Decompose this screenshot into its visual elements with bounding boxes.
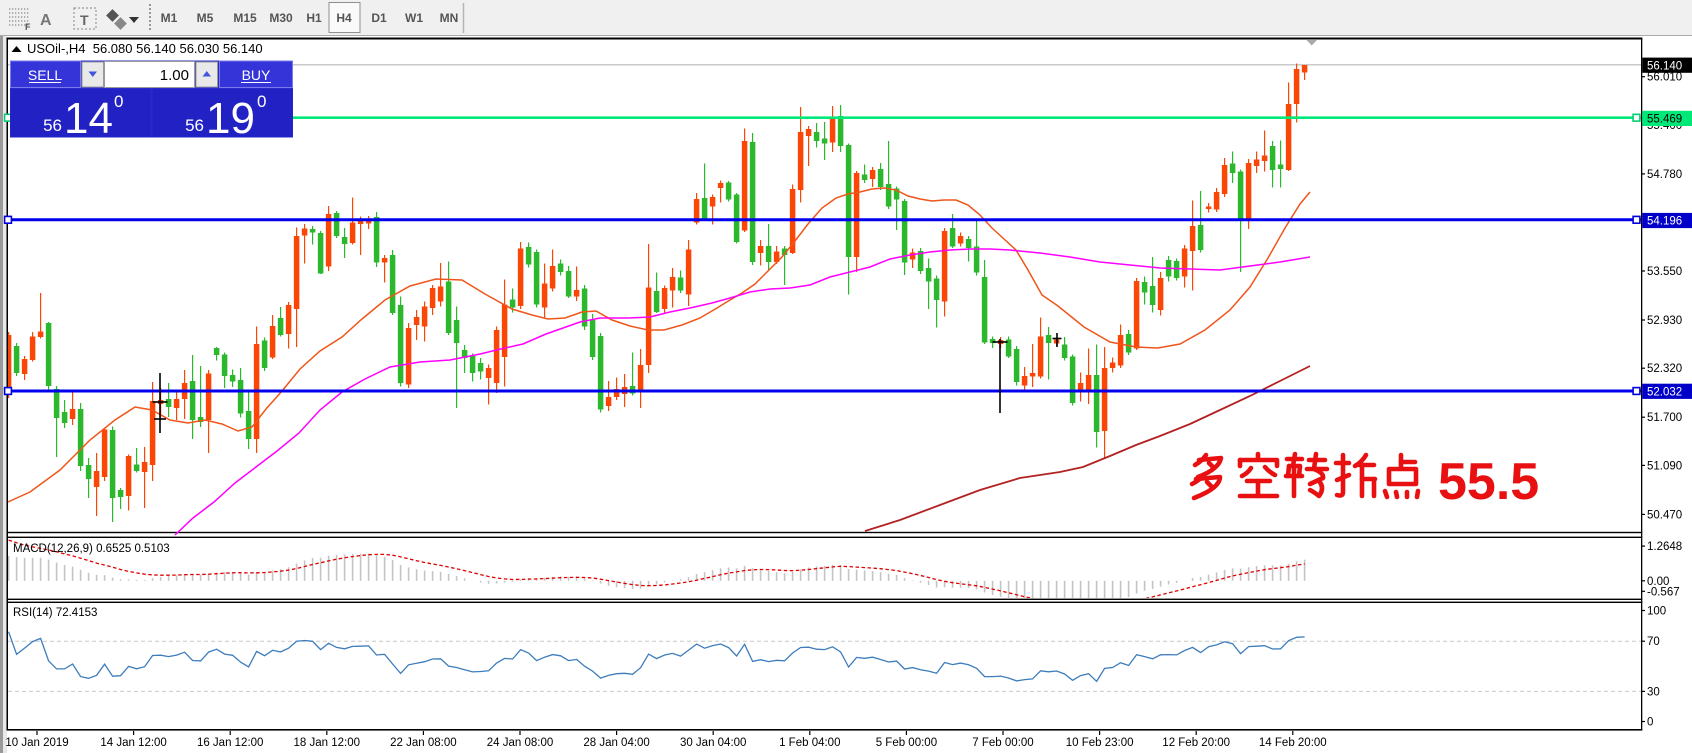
svg-text:M5: M5 [197, 11, 214, 25]
svg-text:0: 0 [1647, 717, 1653, 729]
svg-text:BUY: BUY [242, 67, 271, 83]
svg-text:H1: H1 [306, 11, 322, 25]
svg-text:52.320: 52.320 [1647, 363, 1682, 375]
svg-text:51.090: 51.090 [1647, 460, 1682, 472]
svg-text:A: A [40, 12, 52, 29]
svg-text:10 Feb 23:00: 10 Feb 23:00 [1066, 737, 1134, 749]
svg-text:F: F [25, 22, 31, 32]
svg-text:M1: M1 [161, 11, 178, 25]
svg-text:51.700: 51.700 [1647, 412, 1682, 424]
svg-text:1.2648: 1.2648 [1647, 541, 1682, 553]
svg-text:MN: MN [440, 11, 459, 25]
svg-text:52.930: 52.930 [1647, 315, 1682, 327]
svg-text:7 Feb 00:00: 7 Feb 00:00 [972, 737, 1033, 749]
svg-text:14: 14 [64, 94, 113, 143]
svg-text:55.469: 55.469 [1647, 114, 1682, 126]
svg-text:54.196: 54.196 [1647, 216, 1682, 228]
svg-text:14 Jan 12:00: 14 Jan 12:00 [100, 737, 167, 749]
svg-text:RSI(14) 72.4153: RSI(14) 72.4153 [13, 607, 97, 619]
svg-text:1 Feb 04:00: 1 Feb 04:00 [779, 737, 840, 749]
svg-text:0.00: 0.00 [1647, 576, 1669, 588]
svg-text:18 Jan 12:00: 18 Jan 12:00 [294, 737, 361, 749]
svg-text:30: 30 [1647, 686, 1660, 698]
svg-text:56.010: 56.010 [1647, 72, 1682, 84]
svg-text:28 Jan 04:00: 28 Jan 04:00 [583, 737, 650, 749]
svg-text:56: 56 [43, 116, 62, 135]
svg-text:D1: D1 [371, 11, 387, 25]
svg-text:MACD(12,26,9) 0.6525 0.5103: MACD(12,26,9) 0.6525 0.5103 [13, 543, 170, 555]
svg-text:12 Feb 20:00: 12 Feb 20:00 [1162, 737, 1230, 749]
svg-text:55.5: 55.5 [1438, 453, 1539, 511]
svg-text:10 Jan 2019: 10 Jan 2019 [5, 737, 68, 749]
svg-text:56.140: 56.140 [1647, 60, 1682, 72]
svg-text:52.032: 52.032 [1647, 387, 1682, 399]
svg-text:14 Feb 20:00: 14 Feb 20:00 [1259, 737, 1327, 749]
svg-text:M15: M15 [233, 11, 257, 25]
svg-text:54.780: 54.780 [1647, 169, 1682, 181]
svg-text:30 Jan 04:00: 30 Jan 04:00 [680, 737, 747, 749]
svg-text:0: 0 [114, 92, 123, 111]
svg-text:T: T [80, 12, 89, 28]
svg-text:22 Jan 08:00: 22 Jan 08:00 [390, 737, 457, 749]
svg-text:M30: M30 [269, 11, 293, 25]
svg-text:-0.567: -0.567 [1647, 586, 1680, 598]
svg-text:5 Feb 00:00: 5 Feb 00:00 [876, 737, 937, 749]
svg-text:56: 56 [185, 116, 204, 135]
svg-text:70: 70 [1647, 636, 1660, 648]
svg-text:50.470: 50.470 [1647, 509, 1682, 521]
svg-text:H4: H4 [336, 11, 352, 25]
svg-text:100: 100 [1647, 606, 1666, 618]
svg-text:1.00: 1.00 [160, 67, 189, 84]
svg-text:24 Jan 08:00: 24 Jan 08:00 [487, 737, 554, 749]
svg-text:0: 0 [257, 92, 266, 111]
svg-text:USOil-,H4 56.080 56.140 56.03: USOil-,H4 56.080 56.140 56.030 56.140 [27, 41, 263, 56]
svg-text:W1: W1 [405, 11, 423, 25]
svg-text:53.550: 53.550 [1647, 266, 1682, 278]
svg-text:19: 19 [206, 94, 255, 143]
svg-text:16 Jan 12:00: 16 Jan 12:00 [197, 737, 264, 749]
svg-text:SELL: SELL [28, 67, 62, 83]
